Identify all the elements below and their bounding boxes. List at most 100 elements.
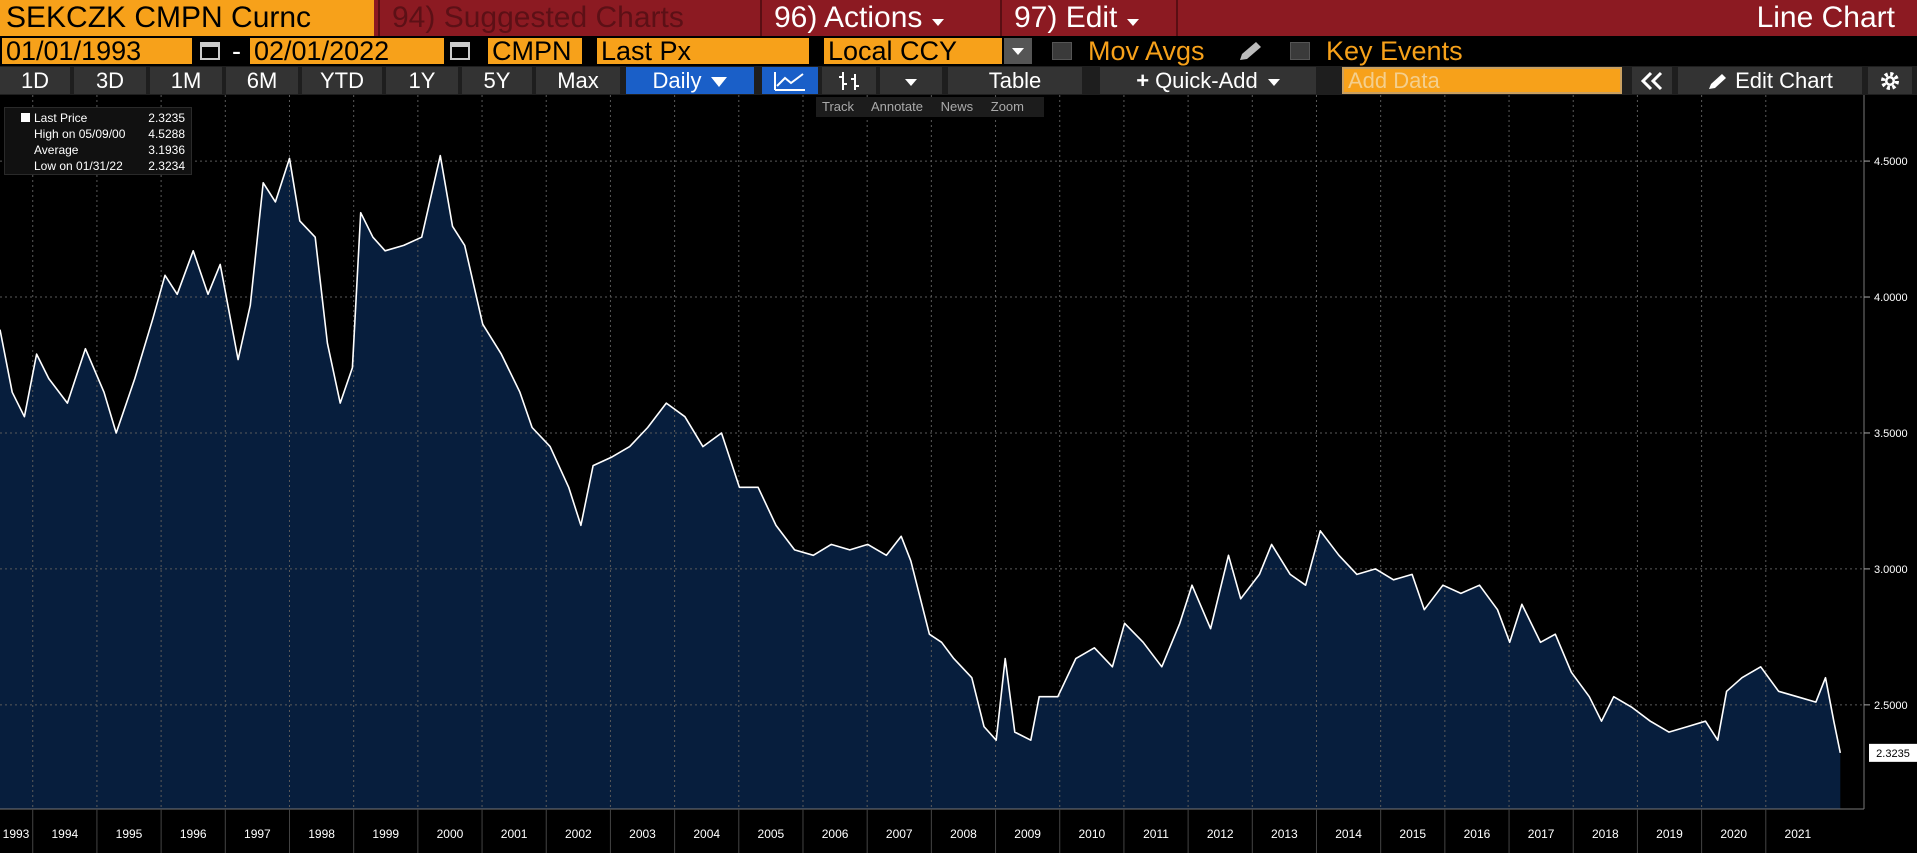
legend-label: Last Price bbox=[34, 111, 88, 125]
mov-avgs-checkbox[interactable] bbox=[1052, 42, 1072, 60]
style-dropdown[interactable] bbox=[880, 67, 942, 94]
security-field[interactable]: SEKCZK CMPN Curnc bbox=[0, 0, 374, 36]
legend-row: Last Price 2.3235 bbox=[9, 110, 187, 126]
gear-icon bbox=[1881, 72, 1899, 90]
x-tick-label: 1994 bbox=[51, 827, 78, 841]
x-tick-label: 2011 bbox=[1143, 827, 1169, 841]
x-tick-label: 2012 bbox=[1207, 827, 1234, 841]
caret bbox=[1267, 78, 1280, 86]
x-tick-label: 2007 bbox=[886, 827, 913, 841]
x-tick-label: 1997 bbox=[244, 827, 271, 841]
legend-row: Average 3.1936 bbox=[9, 142, 187, 158]
collapse-button[interactable] bbox=[1632, 67, 1672, 94]
x-tick-label: 2019 bbox=[1656, 827, 1683, 841]
x-tick-label: 1996 bbox=[180, 827, 207, 841]
y-tick-label: 4.0000 bbox=[1874, 292, 1908, 304]
x-tick-label: 2015 bbox=[1399, 827, 1426, 841]
y-tick-label: 2.5000 bbox=[1874, 700, 1908, 712]
end-date[interactable]: 02/01/2022 bbox=[250, 38, 444, 65]
last-price-label: 2.3235 bbox=[1876, 748, 1910, 760]
chart-tools: Track Annotate News Zoom bbox=[816, 97, 1044, 117]
x-tick-label: 2002 bbox=[565, 827, 592, 841]
calendar-icon[interactable] bbox=[450, 42, 470, 60]
frequency-label: Daily bbox=[652, 68, 702, 93]
calendar-icon[interactable] bbox=[200, 42, 220, 60]
bar-style-button[interactable] bbox=[822, 67, 876, 94]
frequency-selector[interactable]: Daily bbox=[626, 67, 754, 94]
x-tick-label: 2004 bbox=[693, 827, 720, 841]
legend-value: 4.5288 bbox=[148, 127, 185, 141]
currency-dropdown[interactable] bbox=[1004, 38, 1032, 64]
legend: Last Price 2.3235 High on 05/09/00 4.5288 … bbox=[4, 107, 192, 175]
x-tick-label: 2016 bbox=[1464, 827, 1491, 841]
legend-swatch bbox=[21, 113, 30, 122]
legend-label: Average bbox=[34, 143, 79, 157]
table-button[interactable]: Table bbox=[948, 67, 1082, 94]
edit-chart-button[interactable]: Edit Chart bbox=[1678, 67, 1862, 94]
quick-add-button[interactable]: + Quick-Add bbox=[1100, 67, 1316, 94]
last-price-tag bbox=[1869, 743, 1917, 762]
legend-value: 2.3234 bbox=[148, 159, 185, 173]
suggested-charts[interactable]: 94) Suggested Charts bbox=[378, 0, 756, 36]
period-button[interactable]: 1Y bbox=[386, 67, 458, 94]
x-tick-label: 2021 bbox=[1785, 827, 1812, 841]
x-tick-label: 1999 bbox=[372, 827, 399, 841]
period-button[interactable]: 5Y bbox=[462, 67, 532, 94]
edit-chart-label: Edit Chart bbox=[1735, 68, 1833, 93]
view-name: Line Chart bbox=[1756, 1, 1895, 34]
tool-button[interactable]: Zoom bbox=[990, 99, 1024, 114]
x-tick-label: 1993 bbox=[3, 827, 30, 841]
period-button[interactable]: 3D bbox=[74, 67, 146, 94]
pencil-icon[interactable] bbox=[1236, 40, 1264, 64]
x-tick-label: 2018 bbox=[1592, 827, 1619, 841]
tool-button[interactable]: Annotate bbox=[870, 99, 923, 114]
actions-menu[interactable]: 96) Actions bbox=[760, 0, 998, 36]
price-line bbox=[0, 154, 1842, 754]
key-events-label: Key Events bbox=[1326, 36, 1463, 66]
settings-button[interactable] bbox=[1868, 67, 1912, 94]
tool-button[interactable]: News bbox=[940, 99, 974, 114]
chart: 2.5000 3.0000 3.5000 4.0000 4.5000 1993 1994 19… bbox=[0, 95, 1917, 853]
collapse-icon bbox=[1640, 71, 1663, 91]
legend-row: High on 05/09/00 4.5288 bbox=[9, 126, 187, 142]
caret bbox=[1012, 48, 1024, 55]
x-tick-label: 2014 bbox=[1335, 827, 1362, 841]
x-tick-label: 2005 bbox=[758, 827, 785, 841]
x-tick-label: 2003 bbox=[629, 827, 656, 841]
y-tick-label: 3.0000 bbox=[1874, 564, 1908, 576]
x-tick-label: 2001 bbox=[501, 827, 528, 841]
caret bbox=[932, 19, 945, 27]
legend-label: Low on 01/31/22 bbox=[34, 159, 123, 173]
x-tick-label: 2006 bbox=[822, 827, 849, 841]
legend-value: 2.3235 bbox=[148, 111, 185, 125]
add-data-input[interactable]: Add Data bbox=[1342, 67, 1622, 94]
field-selector[interactable]: Last Px bbox=[597, 38, 809, 65]
date-separator: - bbox=[232, 36, 241, 66]
caret bbox=[711, 77, 728, 88]
caret bbox=[1127, 19, 1140, 27]
period-button[interactable]: Max bbox=[536, 67, 620, 94]
x-tick-label: 2020 bbox=[1720, 827, 1747, 841]
mov-avgs-label: Mov Avgs bbox=[1088, 36, 1205, 66]
line-style-button[interactable] bbox=[762, 67, 818, 94]
quick-add-label: Quick-Add bbox=[1155, 68, 1258, 93]
y-tick-label: 4.5000 bbox=[1874, 156, 1908, 168]
bar-icon bbox=[839, 72, 859, 90]
x-tick-label: 1998 bbox=[308, 827, 335, 841]
period-button[interactable]: 1D bbox=[0, 67, 70, 94]
currency-selector[interactable]: Local CCY bbox=[824, 38, 1002, 65]
start-date[interactable]: 01/01/1993 bbox=[2, 38, 192, 65]
source-field[interactable]: CMPN bbox=[488, 38, 582, 65]
edit-label: 97) Edit bbox=[1014, 1, 1118, 34]
tool-button[interactable]: Track bbox=[822, 99, 855, 114]
period-button[interactable]: 6M bbox=[226, 67, 298, 94]
edit-menu[interactable]: 97) Edit bbox=[1000, 0, 1178, 36]
key-events-checkbox[interactable] bbox=[1290, 42, 1310, 60]
x-tick-label: 2013 bbox=[1271, 827, 1298, 841]
x-tick-label: 2000 bbox=[437, 827, 464, 841]
actions-label: 96) Actions bbox=[774, 1, 923, 34]
period-button[interactable]: 1M bbox=[150, 67, 222, 94]
caret bbox=[905, 78, 917, 86]
period-button[interactable]: YTD bbox=[302, 67, 382, 94]
